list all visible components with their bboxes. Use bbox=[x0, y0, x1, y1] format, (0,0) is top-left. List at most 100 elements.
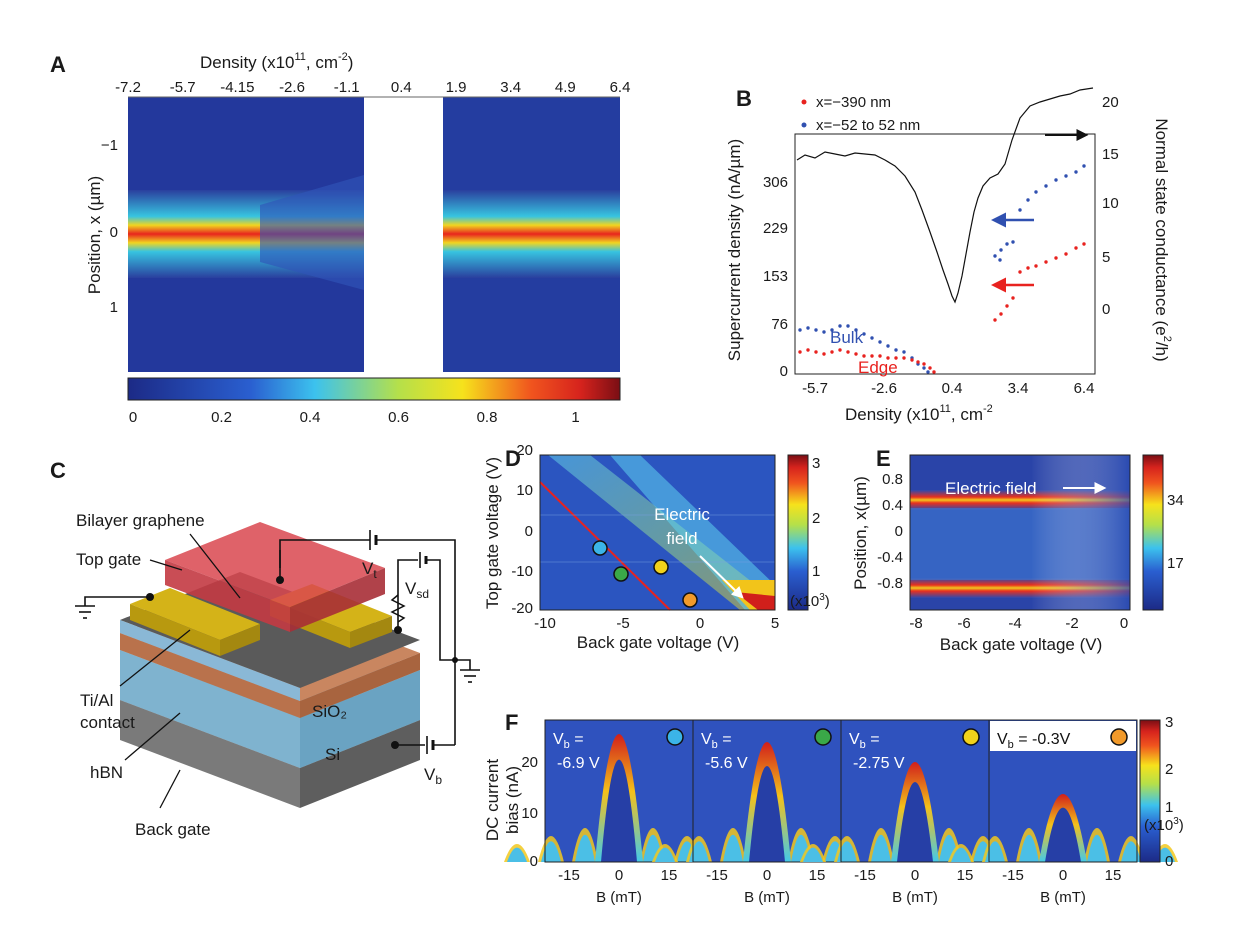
panel-d-x-tick: 5 bbox=[771, 615, 779, 632]
panel-a-top-tick: 4.9 bbox=[555, 79, 576, 96]
panel-e-x-tick: -8 bbox=[909, 615, 922, 632]
panel-d-label: D bbox=[505, 446, 521, 471]
bulk-label: Bulk bbox=[830, 328, 864, 347]
panel-f-x-label: B (mT) bbox=[596, 889, 642, 906]
bulk-points bbox=[798, 164, 1086, 374]
subpanel-dot bbox=[962, 728, 980, 746]
bulk-point bbox=[1082, 164, 1086, 168]
panel-a-top-tick: -1.1 bbox=[334, 79, 360, 96]
wire-vt-left bbox=[279, 539, 370, 568]
legend-edge-text: x=−390 nm bbox=[816, 94, 891, 111]
top-gate-side bbox=[290, 568, 385, 632]
panel-a-colorbar-tick: 0.6 bbox=[388, 409, 409, 426]
node-backgate bbox=[391, 741, 399, 749]
edge-point bbox=[922, 362, 926, 366]
panel-d-colorbar-tick: 3 bbox=[812, 455, 820, 472]
panel-d-y-tick: 0 bbox=[525, 523, 533, 540]
edge-point bbox=[902, 356, 906, 360]
bulk-point bbox=[830, 328, 834, 332]
panel-f-colorbar-tick: 0 bbox=[1165, 853, 1173, 870]
panel-b-right-ticks: 0 5 10 15 20 bbox=[1102, 94, 1119, 318]
label-vsd: Vsd bbox=[405, 579, 429, 601]
edge-point bbox=[916, 360, 920, 364]
bulk-point bbox=[902, 350, 906, 354]
edge-point bbox=[1034, 264, 1038, 268]
bulk-point bbox=[1018, 208, 1022, 212]
side-lobe-inner bbox=[951, 847, 971, 862]
bulk-point bbox=[846, 324, 850, 328]
panel-a-colorbar-ticks: 0 0.2 0.4 0.6 0.8 1 bbox=[129, 409, 580, 426]
edge-point bbox=[932, 370, 936, 374]
subpanel-frame bbox=[988, 719, 1138, 863]
edge-point bbox=[846, 350, 850, 354]
edge-point bbox=[878, 354, 882, 358]
panel-d-diag-band-2 bbox=[610, 455, 775, 610]
panel-f-subpanels: Vb = -6.9 V -15 0 15 B (mT) Vb = -5.6 V -15 0 15 B … bbox=[504, 719, 1178, 906]
bulk-point bbox=[806, 326, 810, 330]
panel-d-y-tick: -10 bbox=[511, 563, 533, 580]
panel-e-colorbar-tick: 17 bbox=[1167, 555, 1184, 572]
side-lobe-inner bbox=[689, 841, 709, 862]
pointer-topgate bbox=[149, 559, 183, 571]
subpanel-dot bbox=[666, 728, 684, 746]
panel-f-label: F bbox=[505, 710, 518, 735]
panel-b-left-tick: 0 bbox=[780, 363, 788, 380]
gate-marker-dot bbox=[653, 559, 669, 575]
panel-e: E Electric field 0.80.40-0.4-0.8 -8 -6 -4-… bbox=[851, 446, 1184, 654]
panel-b-label: B bbox=[736, 86, 752, 111]
panel-f-colorbar-unit: (x103) bbox=[1144, 816, 1184, 834]
subpanel-vb-label: Vb = bbox=[849, 731, 880, 751]
side-lobe-inner bbox=[1121, 841, 1141, 862]
panel-b-left-tick: 153 bbox=[763, 268, 788, 285]
panel-a-top-tick: 1.9 bbox=[446, 79, 467, 96]
panel-a-colorbar-tick: 0.2 bbox=[211, 409, 232, 426]
panel-d-colorbar-unit: (x103) bbox=[790, 592, 830, 610]
bulk-point bbox=[1054, 178, 1058, 182]
si-side bbox=[300, 720, 420, 808]
panel-f-y-label-2: bias (nA) bbox=[503, 766, 522, 834]
panel-f-x-tick: -15 bbox=[706, 867, 728, 884]
label-si: Si bbox=[325, 745, 340, 764]
panel-e-colorbar-ticks: 34 17 bbox=[1167, 492, 1184, 572]
edge-point bbox=[1082, 242, 1086, 246]
side-lobe-inner bbox=[655, 847, 675, 862]
side-lobe-inner bbox=[837, 841, 857, 862]
edge-point bbox=[814, 350, 818, 354]
bulk-point bbox=[886, 344, 890, 348]
panel-d-y-label: Top gate voltage (V) bbox=[483, 457, 502, 609]
panel-d-y-tick: -20 bbox=[511, 600, 533, 617]
bulk-point bbox=[814, 328, 818, 332]
panel-b-x-tick: 6.4 bbox=[1074, 380, 1095, 397]
panel-a-y-tick: 0 bbox=[110, 224, 118, 241]
edge-point bbox=[838, 348, 842, 352]
bulk-point bbox=[1044, 184, 1048, 188]
bulk-point bbox=[1034, 190, 1038, 194]
panel-b-right-tick: 0 bbox=[1102, 301, 1110, 318]
subpanel-dot bbox=[814, 728, 832, 746]
subpanel-dot bbox=[1110, 728, 1128, 746]
panel-a-top-ticks: -7.2 -5.7 -4.15 -2.6 -1.1 0.4 1.9 3.4 4.9 6.4 bbox=[115, 79, 630, 96]
panel-f-subpanel: Vb = -5.6 V -15 0 15 B (mT) bbox=[652, 719, 882, 906]
bulk-point bbox=[838, 324, 842, 328]
pointer-backgate bbox=[159, 769, 181, 809]
panel-e-fade bbox=[910, 455, 1130, 610]
panel-e-y-tick: 0 bbox=[895, 523, 903, 540]
panel-d-y-ticks: 20 10 0 -10 -20 bbox=[511, 442, 533, 617]
wire-ground-right bbox=[455, 659, 471, 670]
bulk-point bbox=[1074, 170, 1078, 174]
sio2-side bbox=[300, 670, 420, 768]
subpanel-vb-label: Vb = -0.3V bbox=[997, 731, 1071, 751]
panel-a: A Density (x1011, cm-2) -7.2 -5.7 -4.15 -2.… bbox=[50, 51, 630, 426]
label-vb: Vb bbox=[424, 765, 442, 787]
panel-b-right-tick: 20 bbox=[1102, 94, 1119, 111]
panel-a-y-tick: 1 bbox=[110, 299, 118, 316]
panel-a-y-tick: −1 bbox=[101, 137, 118, 154]
panel-b-x-tick: -2.6 bbox=[871, 380, 897, 397]
panel-d-frame bbox=[539, 454, 776, 611]
panel-f-y-tick: 10 bbox=[521, 805, 538, 822]
panel-d-y-tick: 20 bbox=[516, 442, 533, 459]
panel-b-right-label: Normal state conductance (e2/h) bbox=[1152, 118, 1173, 361]
wire-vsd-right bbox=[426, 559, 455, 661]
panel-b: B x=−390 nm x=−52 to 52 nm Bulk Edge 0 76… bbox=[725, 86, 1173, 424]
